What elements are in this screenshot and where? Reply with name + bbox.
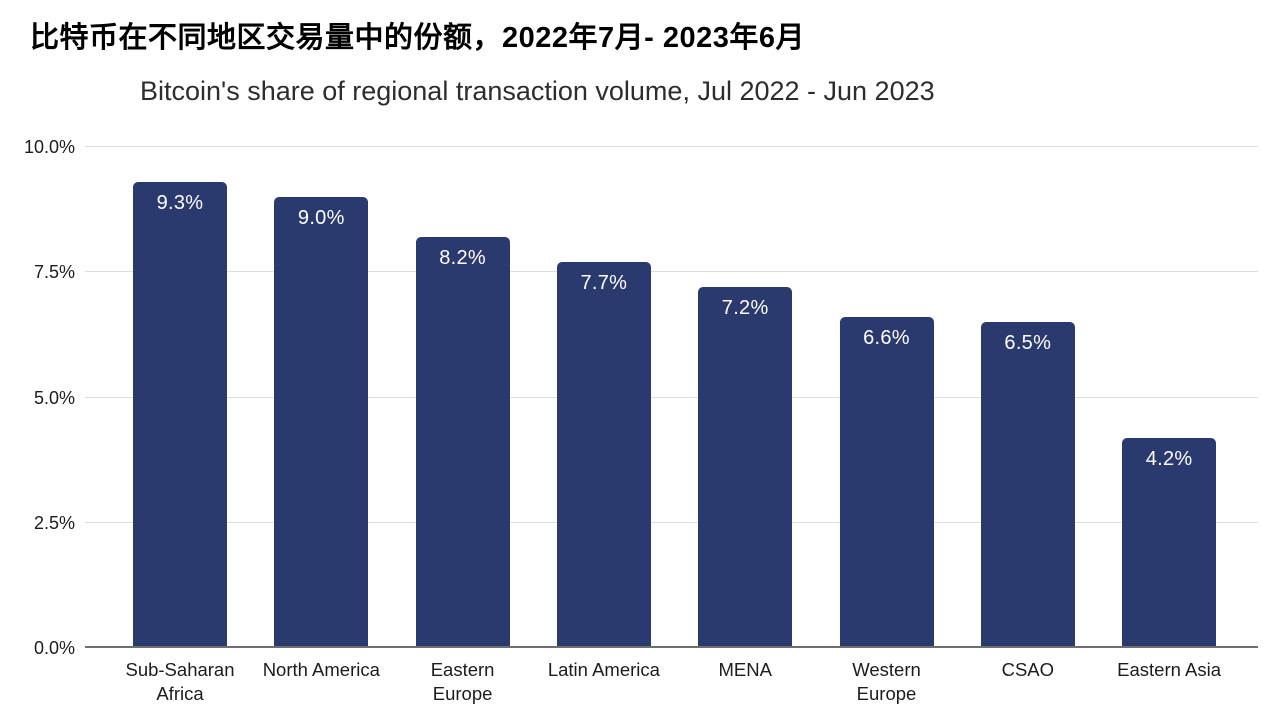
- bar: 8.2%: [415, 237, 510, 648]
- bar-value-label: 7.2%: [721, 297, 769, 320]
- y-tick-label: 2.5%: [33, 512, 75, 533]
- x-category-label: Western Europe: [852, 659, 921, 705]
- bar-value-label: 8.2%: [439, 247, 486, 270]
- x-category-label: North America: [262, 659, 380, 680]
- x-category-label: CSAO: [1001, 659, 1055, 680]
- bar: 7.2%: [698, 287, 793, 648]
- bar-value-label: 9.0%: [297, 207, 345, 230]
- bar: 6.6%: [839, 317, 934, 648]
- bar-value-label: 9.3%: [156, 192, 204, 215]
- gridline: [85, 271, 1258, 273]
- y-tick-label: 0.0%: [33, 638, 75, 658]
- x-category-label: MENA: [718, 659, 772, 680]
- bar: 9.0%: [274, 197, 369, 648]
- x-axis-line: [85, 646, 1258, 648]
- x-category-label: Latin America: [547, 659, 660, 680]
- bar: 4.2%: [1122, 437, 1217, 648]
- bar-value-label: 6.6%: [863, 327, 910, 350]
- chart-title-english: Bitcoin's share of regional transaction …: [140, 76, 935, 106]
- gridline: [85, 396, 1258, 398]
- x-category-label: Sub-Saharan Africa: [125, 659, 235, 705]
- y-tick-label: 10.0%: [23, 137, 75, 157]
- y-tick-label: 5.0%: [33, 387, 75, 408]
- y-tick-label: 7.5%: [33, 262, 75, 283]
- x-category-label: Eastern Europe: [430, 659, 495, 705]
- bar-value-label: 7.7%: [580, 272, 628, 295]
- bar-value-label: 4.2%: [1145, 447, 1193, 470]
- bar-value-label: 6.5%: [1004, 332, 1052, 355]
- chart-title-chinese: 比特币在不同地区交易量中的份额，2022年7月- 2023年6月: [30, 22, 805, 54]
- gridline: [85, 521, 1258, 523]
- x-category-label: Eastern Asia: [1117, 659, 1222, 680]
- gridline: [85, 146, 1258, 147]
- bar: 7.7%: [556, 262, 651, 648]
- bar: 9.3%: [133, 182, 227, 648]
- bar: 6.5%: [980, 322, 1075, 648]
- plot-area: 9.3% 9.0% 8.2% 7.7% 7.2% 6.6% 6.5% 4.2%: [85, 146, 1258, 648]
